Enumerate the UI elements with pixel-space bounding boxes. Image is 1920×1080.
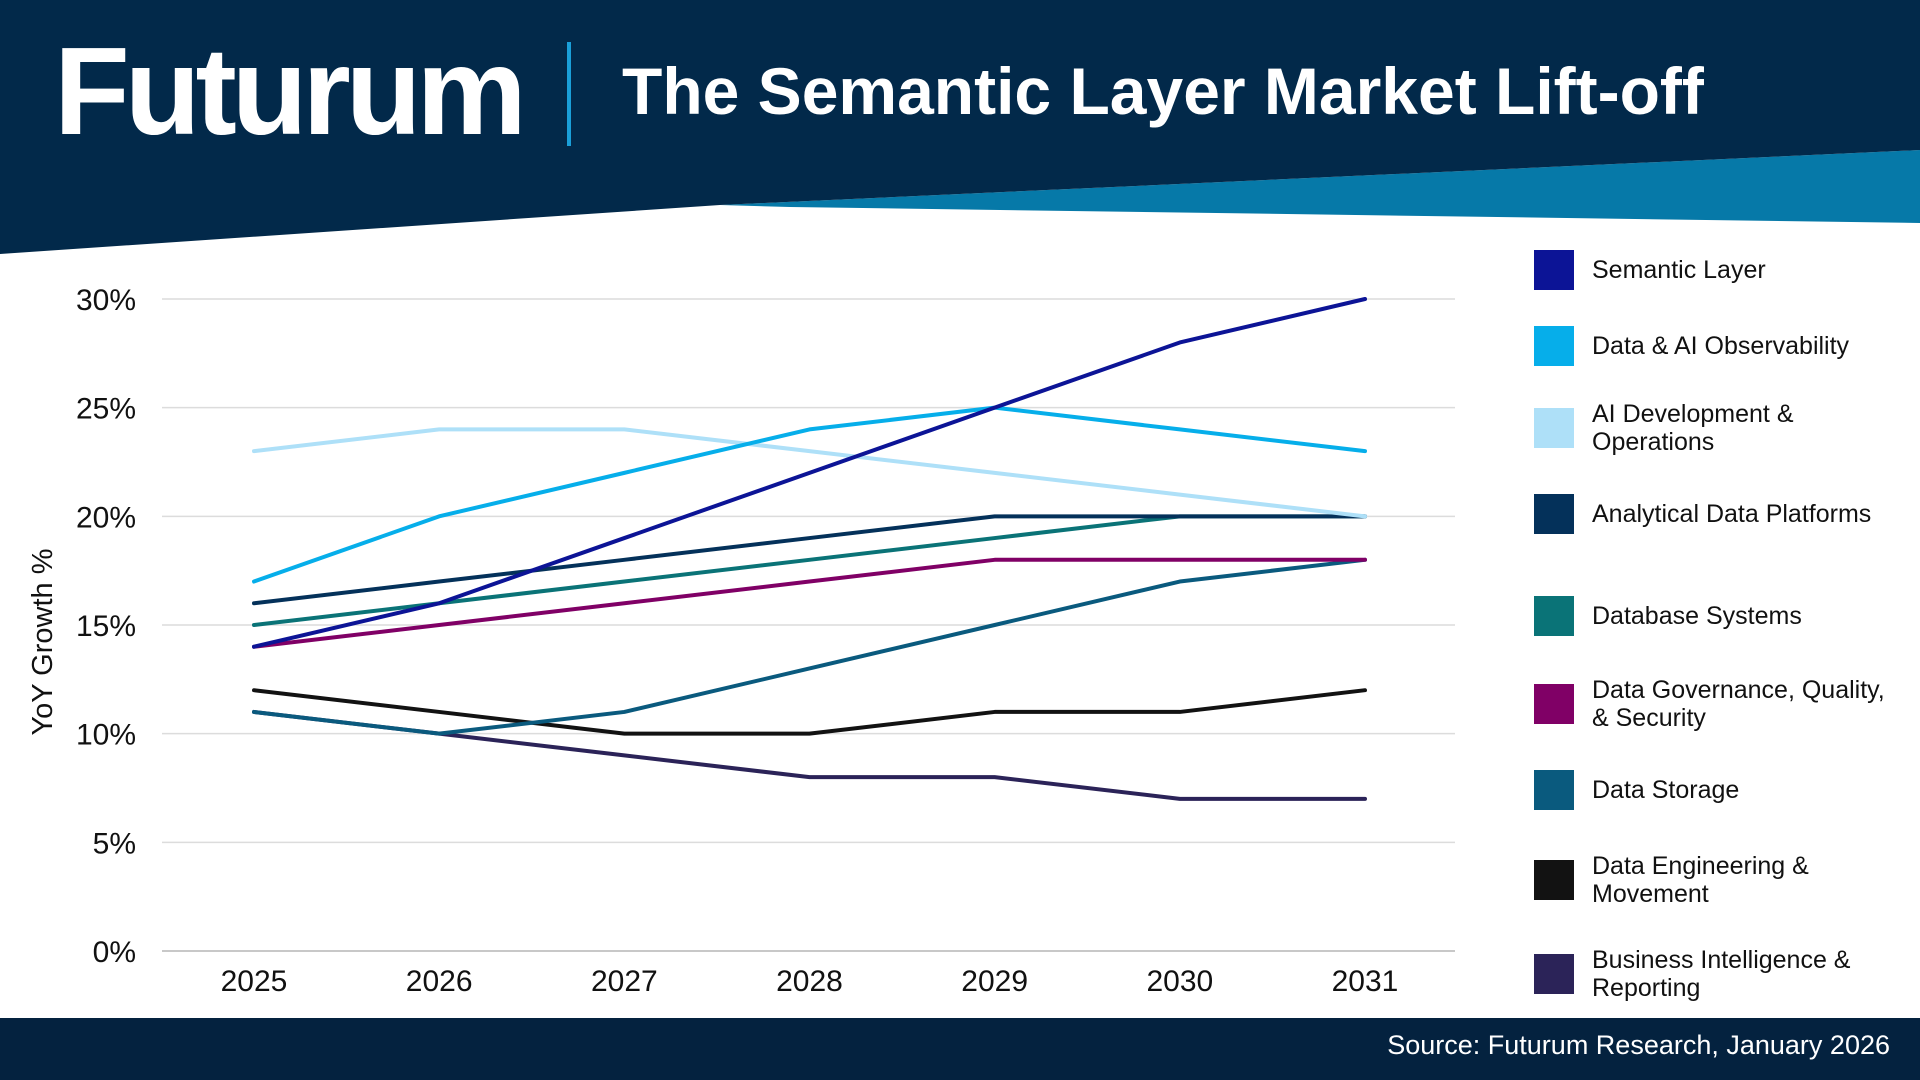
legend-label: Analytical Data Platforms: [1592, 500, 1872, 528]
legend-swatch: [1534, 408, 1574, 448]
y-tick-label: 30%: [76, 284, 136, 317]
header-accent-band: [720, 150, 1920, 223]
legend-item-analytical-data-platforms: Analytical Data Platforms: [1534, 494, 1892, 534]
legend-item-ai-development-operations: AI Development & Operations: [1534, 400, 1892, 456]
legend-label: Database Systems: [1592, 602, 1802, 630]
legend-swatch: [1534, 684, 1574, 724]
legend-swatch: [1534, 860, 1574, 900]
legend-item-data-engineering-movement: Data Engineering & Movement: [1534, 852, 1892, 908]
legend-item-business-intelligence-reporting: Business Intelligence & Reporting: [1534, 946, 1892, 1002]
legend-label: Semantic Layer: [1592, 256, 1766, 284]
legend-item-semantic-layer: Semantic Layer: [1534, 250, 1892, 290]
legend-item-data-governance-quality-security: Data Governance, Quality, & Security: [1534, 676, 1892, 732]
y-axis-title: YoY Growth %: [27, 549, 59, 736]
x-tick-label: 2026: [406, 965, 473, 998]
header-divider: [567, 42, 571, 146]
y-axis-ticks: 0% 5% 10% 15% 20% 25% 30%: [76, 284, 136, 969]
x-tick-label: 2031: [1332, 965, 1399, 998]
legend-swatch: [1534, 494, 1574, 534]
y-tick-label: 0%: [93, 936, 136, 969]
series-line-data-storage: [252, 557, 1367, 736]
legend-label: Data Engineering & Movement: [1592, 852, 1809, 908]
legend-swatch: [1534, 250, 1574, 290]
series-line-data-ai-observability: [252, 405, 1367, 584]
x-tick-label: 2030: [1146, 965, 1213, 998]
series-line-business-intelligence-reporting: [252, 709, 1367, 801]
x-tick-label: 2029: [961, 965, 1028, 998]
x-tick-label: 2028: [776, 965, 843, 998]
legend-label: Data Storage: [1592, 776, 1740, 804]
y-tick-label: 5%: [93, 827, 136, 860]
header-dark-band: [0, 0, 1920, 254]
line-chart: 0% 5% 10% 15% 20% 25% 30% 2025 2026 2027 2028 2029…: [27, 284, 1455, 998]
legend-item-data-ai-observability: Data & AI Observability: [1534, 326, 1892, 366]
legend-item-data-storage: Data Storage: [1534, 770, 1892, 810]
legend-label: AI Development & Operations: [1592, 400, 1794, 456]
series-layer: [252, 297, 1367, 801]
x-axis-ticks: 2025 2026 2027 2028 2029 2030 2031: [221, 965, 1399, 998]
legend-label: Data Governance, Quality, & Security: [1592, 676, 1885, 732]
series-line-semantic-layer: [252, 297, 1367, 649]
legend-label: Data & AI Observability: [1592, 332, 1850, 360]
series-line-analytical-data-platforms: [252, 514, 1367, 606]
header-background: [0, 0, 1920, 254]
series-line-data-governance-quality-security: [252, 557, 1367, 649]
legend-swatch: [1534, 954, 1574, 994]
futurum-logo: Futurum: [54, 23, 527, 161]
legend-swatch: [1534, 770, 1574, 810]
legend-item-database-systems: Database Systems: [1534, 596, 1892, 636]
legend-label: Business Intelligence & Reporting: [1592, 946, 1851, 1002]
legend-swatch: [1534, 326, 1574, 366]
x-tick-label: 2025: [221, 965, 288, 998]
source-citation: Source: Futurum Research, January 2026: [1387, 1030, 1890, 1060]
y-tick-label: 15%: [76, 610, 136, 643]
x-tick-label: 2027: [591, 965, 658, 998]
page-title: The Semantic Layer Market Lift-off: [622, 54, 1704, 128]
y-tick-label: 10%: [76, 719, 136, 752]
legend-swatch: [1534, 596, 1574, 636]
series-line-ai-development-operations: [252, 427, 1367, 519]
series-line-data-engineering-movement: [252, 688, 1367, 736]
y-tick-label: 25%: [76, 393, 136, 426]
grid-layer: [162, 298, 1455, 952]
header-banner: Futurum The Semantic Layer Market Lift-o…: [0, 0, 1920, 260]
y-tick-label: 20%: [76, 501, 136, 534]
footer-bar: Source: Futurum Research, January 2026: [0, 1018, 1920, 1080]
